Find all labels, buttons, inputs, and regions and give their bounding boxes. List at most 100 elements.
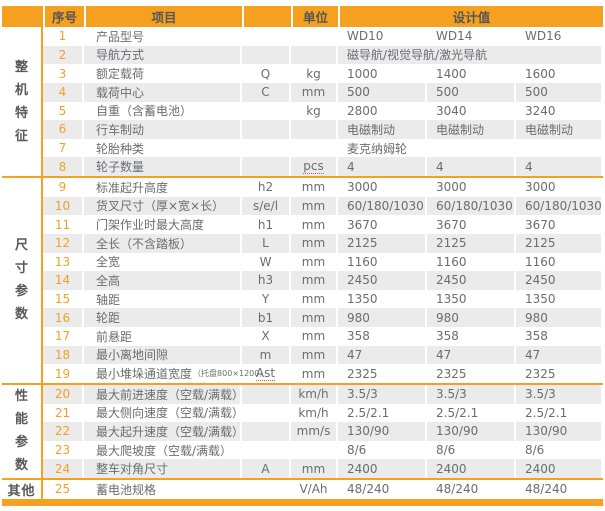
item-text: 行车制动 [96, 122, 145, 137]
value-cell: 8/6 [436, 443, 456, 458]
value-cell: WD16 [525, 29, 562, 44]
value-cell: 358 [525, 329, 548, 344]
spec-row-22: 22 最大起升速度（空载/满载） mm/s 130/90 130/90 130/90 [43, 422, 603, 441]
item-label: 最大侧向速度（空载/满载） [84, 404, 244, 423]
item-text: 最大起升速度（空载/满载） [96, 424, 245, 439]
value-cell: 1160 [436, 254, 467, 269]
row-number: 6 [43, 120, 82, 139]
symbol-label [242, 157, 289, 176]
item-note: （托盘800×1200） [193, 369, 268, 379]
row-number: 8 [43, 157, 82, 176]
row-number: 13 [54, 254, 71, 269]
spec-row-10: 10 货叉尺寸（厚×宽×长） s/e/l mm 60/180/1030 60/180/10… [43, 196, 603, 216]
unit-text: V/Ah [299, 482, 328, 497]
item-label: 全宽 [84, 253, 240, 272]
value-cell: 电磁制动 [516, 120, 601, 139]
value-cell: 47 [516, 345, 601, 365]
item-label: 全高 [84, 271, 240, 290]
unit-label: km/h [291, 384, 336, 404]
item-label: 蓄电池规格 [84, 480, 240, 499]
item-text: 最大侧向速度（空载/满载） [96, 406, 245, 421]
row-number: 12 [43, 233, 82, 253]
item-text: 最大前进速度（空载/满载） [96, 387, 245, 402]
item-label: 最小离地间隙 [84, 345, 240, 365]
item-text: 最小离地间隙 [96, 348, 169, 363]
item-text: 载荷中心 [96, 85, 145, 100]
item-text: 轮胎种类 [96, 141, 145, 156]
unit-label: mm [291, 364, 336, 383]
spec-row-2: 2 导航方式 磁导航/视觉导航/激光导航 [43, 45, 603, 65]
value-cell: 4 [516, 157, 601, 176]
spec-row-6: 6 行车制动 电磁制动 电磁制动 电磁制动 [43, 120, 603, 139]
value-cell: 4 [338, 157, 425, 176]
item-text: 最小堆垛通道宽度 [96, 367, 193, 382]
value-cell: 1400 [436, 66, 467, 81]
value-cell: 60/180/1030 [427, 196, 514, 216]
unit-label [291, 441, 336, 460]
unit-text: mm [301, 217, 326, 232]
item-text: 全高 [96, 273, 121, 288]
symbol-label [242, 422, 289, 441]
item-label: 最大前进速度（空载/满载） [84, 384, 244, 404]
unit-text: km/h [298, 387, 329, 402]
symbol-text: X [261, 329, 270, 344]
table-header: 序号 项目 单位 设计值 [2, 6, 603, 27]
symbol-label: s/e/l [242, 196, 289, 216]
item-text: 货叉尺寸（厚×宽×长） [96, 199, 225, 214]
value-cell: 130/90 [516, 422, 601, 441]
unit-text: mm [301, 85, 326, 100]
row-number: 17 [54, 329, 71, 344]
category-group: 整机特征 1 产品型号 WD10 WD14 WD16 2 导航方式 磁导航/视觉导航/激光导航 3… [2, 27, 603, 176]
symbol-label [242, 45, 289, 65]
row-number: 7 [58, 141, 67, 156]
unit-text: mm [301, 236, 326, 251]
symbol-text: m [259, 347, 272, 362]
unit-text: mm/s [296, 424, 331, 439]
unit-label: kg [291, 64, 336, 83]
value-cell: 8/6 [347, 443, 367, 458]
symbol-label: h3 [242, 271, 289, 290]
unit-label: mm [291, 308, 336, 327]
unit-text: pcs [303, 159, 324, 175]
item-label: 标准起升高度 [84, 178, 240, 197]
header-design-value: 设计值 [340, 6, 603, 27]
value-cell: 3040 [436, 103, 467, 118]
item-label: 最大起升速度（空载/满载） [84, 422, 244, 441]
symbol-text: h1 [257, 217, 274, 232]
value-cell: 60/180/1030 [516, 196, 602, 216]
unit-text: mm [301, 329, 326, 344]
spec-row-9: 9 标准起升高度 h2 mm 3000 3000 3000 [43, 178, 603, 197]
symbol-label [242, 480, 289, 499]
row-number: 9 [58, 180, 67, 195]
header-symbol [244, 6, 291, 27]
value-cell-merged: 磁导航/视觉导航/激光导航 [338, 45, 601, 65]
unit-label: mm [291, 253, 336, 272]
category-group: 尺寸参数 9 标准起升高度 h2 mm 3000 3000 3000 10 货叉尺寸（厚×宽×长）… [2, 176, 603, 383]
value-cell: 3670 [436, 217, 467, 232]
header-no: 序号 [45, 6, 84, 27]
item-label: 门架作业时最大高度 [84, 215, 240, 234]
unit-label [291, 27, 336, 46]
spec-row-1: 1 产品型号 WD10 WD14 WD16 [43, 27, 603, 46]
row-number: 5 [58, 103, 67, 118]
unit-text: mm [301, 461, 326, 476]
item-label: 载荷中心 [84, 82, 240, 102]
row-number: 23 [54, 443, 71, 458]
value-cell: 980 [427, 308, 514, 327]
symbol-text: W [259, 254, 272, 269]
item-label: 轮子数量 [84, 157, 240, 176]
unit-label [291, 120, 336, 139]
symbol-text: b1 [257, 310, 274, 325]
item-label: 自重（含蓄电池） [84, 102, 240, 121]
item-label: 全长（不含踏板） [84, 233, 240, 253]
symbol-text: Y [261, 292, 270, 307]
symbol-label [242, 139, 289, 158]
symbol-label: h2 [242, 178, 289, 197]
value-cell: 2400 [516, 459, 601, 478]
item-label: 最大爬坡度（空载/满载） [84, 441, 240, 460]
unit-label: km/h [291, 404, 336, 423]
